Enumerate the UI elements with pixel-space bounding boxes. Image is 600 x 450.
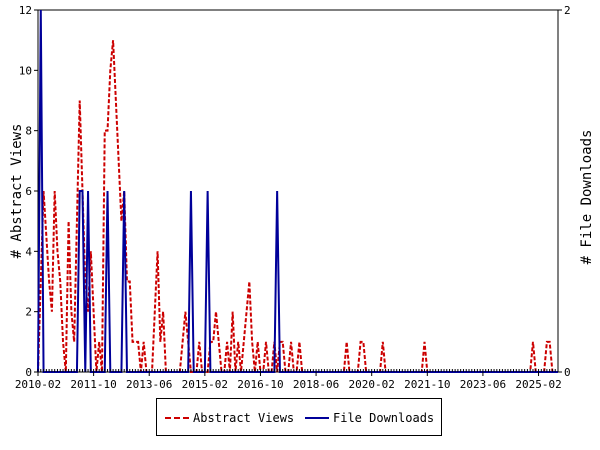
x-tick-label: 2010-02: [15, 378, 61, 391]
x-tick-label: 2011-10: [70, 378, 116, 391]
y-left-tick-label: 0: [25, 366, 32, 379]
legend-label-abstract-views: Abstract Views: [193, 411, 295, 425]
legend-swatch-abstract-views: [165, 417, 189, 419]
y-right-tick-label: 2: [564, 4, 571, 17]
y-left-tick-label: 6: [25, 185, 32, 198]
x-tick-label: 2015-02: [182, 378, 228, 391]
y-left-tick-label: 12: [19, 4, 32, 17]
x-tick-label: 2021-10: [404, 378, 450, 391]
y-left-tick-label: 4: [25, 245, 32, 258]
series-line-file-downloads: [37, 9, 558, 373]
legend: Abstract Views File Downloads: [156, 398, 442, 436]
x-tick-label: 2013-06: [126, 378, 172, 391]
x-tick-label: 2020-02: [349, 378, 395, 391]
x-tick-label: 2023-06: [460, 378, 506, 391]
x-tick-label: 2016-10: [237, 378, 283, 391]
axis-layer: 2010-02 2011-10 2013-06 2015-02 2016-10 2018-…: [15, 4, 571, 391]
plot-area: [37, 9, 559, 373]
y-axis-left-title: # Abstract Views: [9, 124, 25, 259]
series-line-abstract-views: [37, 40, 558, 373]
y-left-tick-label: 10: [19, 64, 32, 77]
x-tick-label: 2018-06: [293, 378, 339, 391]
series-layer: [37, 9, 558, 373]
legend-swatch-file-downloads: [305, 417, 329, 419]
y-left-tick-label: 8: [25, 125, 32, 138]
x-tick-label: 2025-02: [515, 378, 561, 391]
y-right-tick-label: 0: [564, 366, 571, 379]
y-left-tick-label: 2: [25, 306, 32, 319]
legend-label-file-downloads: File Downloads: [333, 411, 435, 425]
y-axis-right-title: # File Downloads: [579, 130, 595, 265]
